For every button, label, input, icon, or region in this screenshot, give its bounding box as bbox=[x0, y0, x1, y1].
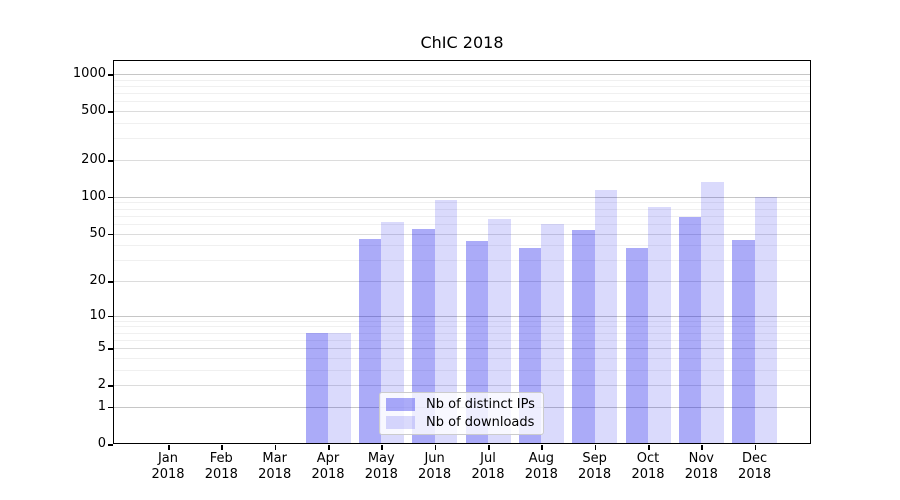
gridline-4 bbox=[113, 357, 811, 359]
gridline-8 bbox=[113, 326, 811, 328]
x-tick-label-nov: Nov 2018 bbox=[684, 451, 718, 482]
x-tick bbox=[541, 445, 543, 450]
y-tick bbox=[108, 281, 113, 283]
x-tick bbox=[648, 445, 650, 450]
bar-nb-of-downloads-oct bbox=[648, 206, 671, 444]
x-tick bbox=[701, 445, 703, 450]
bar-nb-of-downloads-jun bbox=[434, 200, 458, 444]
x-tick-label-jan: Jan 2018 bbox=[151, 451, 185, 482]
x-tick-label-oct: Oct 2018 bbox=[631, 451, 665, 482]
y-tick-label-50: 50 bbox=[89, 225, 106, 241]
y-tick-label-0: 0 bbox=[97, 436, 106, 451]
x-tick bbox=[328, 445, 330, 450]
bar-nb-of-distinct-ips-jun bbox=[412, 229, 435, 444]
y-tick-label-1000: 1000 bbox=[72, 66, 106, 81]
x-tick bbox=[168, 445, 170, 450]
legend-label: Nb of downloads bbox=[426, 414, 535, 430]
y-tick-label-1: 1 bbox=[97, 398, 106, 414]
y-tick bbox=[108, 111, 113, 113]
gridline-2 bbox=[113, 385, 811, 387]
gridline-3 bbox=[113, 369, 811, 371]
gridline-10 bbox=[113, 315, 811, 317]
x-tick-label-jul: Jul 2018 bbox=[471, 451, 505, 482]
gridline-900 bbox=[113, 79, 811, 81]
y-tick bbox=[108, 315, 113, 318]
gridline-9 bbox=[113, 320, 811, 322]
legend-swatch-light bbox=[386, 415, 415, 429]
legend-item-downloads: Nb of downloads bbox=[386, 415, 537, 430]
x-tick-label-jun: Jun 2018 bbox=[418, 451, 452, 482]
bar-nb-of-downloads-may bbox=[381, 222, 404, 444]
legend-item-distinct-ips: Nb of distinct IPs bbox=[386, 397, 537, 412]
bar-nb-of-distinct-ips-apr bbox=[305, 332, 328, 444]
bar-nb-of-downloads-sep bbox=[594, 189, 618, 444]
bar-nb-of-distinct-ips-oct bbox=[625, 247, 648, 444]
y-tick-label-200: 200 bbox=[81, 152, 106, 167]
x-tick bbox=[754, 445, 757, 450]
x-tick-label-dec: Dec 2018 bbox=[738, 451, 772, 482]
y-tick bbox=[108, 385, 113, 387]
y-tick-label-500: 500 bbox=[81, 103, 106, 119]
gridline-80 bbox=[113, 208, 811, 210]
y-tick bbox=[108, 196, 113, 199]
y-tick bbox=[108, 233, 113, 235]
gridline-7 bbox=[113, 332, 811, 334]
gridline-60 bbox=[113, 223, 811, 225]
x-tick bbox=[594, 445, 597, 450]
gridline-20 bbox=[113, 281, 811, 282]
x-tick-label-mar: Mar 2018 bbox=[258, 451, 292, 482]
x-tick-label-sep: Sep 2018 bbox=[578, 451, 612, 482]
bar-nb-of-downloads-nov bbox=[701, 181, 724, 444]
gridline-500 bbox=[113, 111, 811, 113]
y-tick-label-2: 2 bbox=[97, 377, 106, 393]
gridline-100 bbox=[113, 196, 811, 198]
gridline-90 bbox=[113, 202, 811, 204]
x-tick bbox=[381, 445, 383, 450]
chart-title: ChIC 2018 bbox=[420, 33, 504, 52]
legend: Nb of distinct IPs Nb of downloads bbox=[379, 392, 544, 435]
y-tick bbox=[108, 74, 113, 76]
y-tick-label-100: 100 bbox=[81, 188, 106, 204]
gridline-1000 bbox=[113, 74, 811, 75]
y-tick bbox=[108, 160, 113, 162]
bar-nb-of-distinct-ips-may bbox=[358, 239, 382, 444]
x-tick-label-apr: Apr 2018 bbox=[311, 451, 345, 482]
gridline-6 bbox=[113, 339, 811, 341]
gridline-400 bbox=[113, 123, 811, 124]
gridline-40 bbox=[113, 245, 811, 247]
y-tick-label-5: 5 bbox=[97, 340, 106, 356]
gridline-800 bbox=[113, 86, 811, 87]
legend-swatch-dark bbox=[386, 398, 415, 412]
y-tick-label-20: 20 bbox=[89, 273, 106, 288]
gridline-5 bbox=[113, 348, 811, 350]
bar-nb-of-distinct-ips-dec bbox=[732, 240, 755, 444]
y-tick bbox=[108, 348, 113, 350]
bar-nb-of-downloads-aug bbox=[541, 223, 564, 444]
gridline-200 bbox=[113, 160, 811, 161]
gridline-30 bbox=[113, 260, 811, 262]
x-tick bbox=[274, 445, 277, 450]
y-tick bbox=[108, 406, 113, 409]
bar-nb-of-distinct-ips-sep bbox=[572, 230, 595, 444]
bar-nb-of-distinct-ips-nov bbox=[678, 217, 702, 444]
bar-nb-of-downloads-dec bbox=[754, 196, 778, 444]
gridline-70 bbox=[113, 215, 811, 217]
x-tick-label-aug: Aug 2018 bbox=[524, 451, 558, 482]
gridline-600 bbox=[113, 101, 811, 103]
x-tick bbox=[434, 445, 437, 450]
x-tick bbox=[221, 445, 223, 450]
y-tick-label-10: 10 bbox=[89, 307, 106, 323]
bar-nb-of-downloads-jul bbox=[488, 218, 511, 444]
x-tick-label-may: May 2018 bbox=[364, 451, 398, 482]
gridline-700 bbox=[113, 93, 811, 95]
gridline-50 bbox=[113, 233, 811, 235]
plot-area bbox=[113, 60, 811, 444]
y-tick bbox=[108, 444, 113, 446]
x-tick bbox=[488, 445, 490, 450]
legend-label: Nb of distinct IPs bbox=[426, 397, 535, 413]
x-tick-label-feb: Feb 2018 bbox=[204, 451, 238, 482]
bar-nb-of-downloads-apr bbox=[328, 332, 351, 444]
gridline-300 bbox=[113, 138, 811, 140]
